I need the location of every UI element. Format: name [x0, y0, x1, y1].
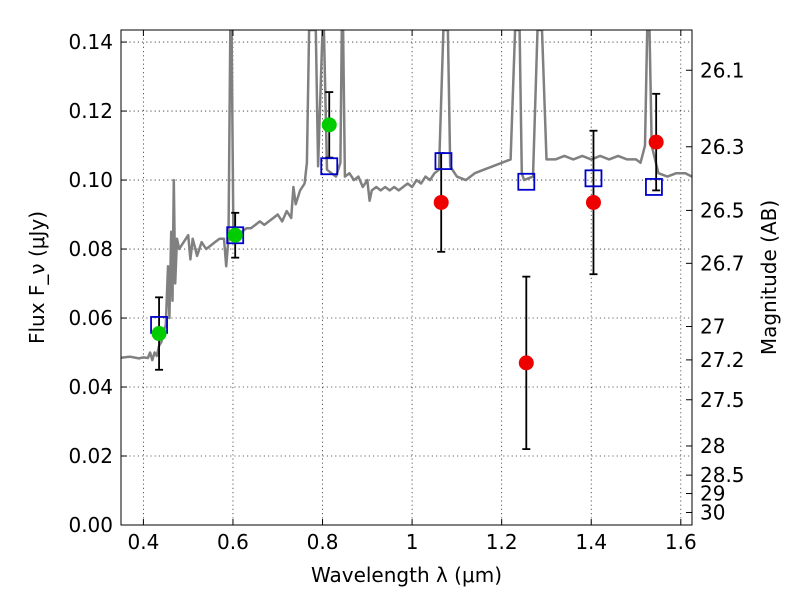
y2-tick-label: 26.1 [700, 58, 745, 82]
model-square-point [320, 157, 339, 176]
data-point [321, 117, 337, 133]
x-axis-label: Wavelength λ (μm) [311, 563, 502, 587]
model-square-point [645, 178, 663, 196]
y2-tick-label: 27.5 [700, 388, 745, 412]
data-point [433, 194, 449, 210]
x-tick-label: 0.6 [217, 530, 249, 554]
x-tick-label: 1 [406, 530, 419, 554]
y2-axis-label: Magnitude (AB) [757, 200, 781, 355]
axis-ticks: 0.4 0.6 0.8 1 1.2 1.4 1.6 0.00 0.02 0.04 0.06 0.08 0… [68, 30, 745, 554]
y2-tick-label: 30 [700, 500, 725, 524]
x-tick-label: 1.6 [665, 530, 697, 554]
y-tick-label: 0.10 [68, 168, 113, 192]
plot-clip-group [121, 30, 692, 362]
y-tick-label: 0.14 [68, 30, 113, 54]
grid-lines [121, 30, 692, 526]
y2-tick-label: 27 [700, 315, 725, 339]
y2-tick-label: 26.5 [700, 198, 745, 222]
plot-area [121, 30, 692, 451]
data-point [151, 326, 167, 342]
y-tick-label: 0.00 [68, 513, 113, 537]
y2-tick-label: 28.5 [700, 463, 745, 487]
model-square-point [226, 226, 245, 245]
data-point [227, 227, 243, 243]
y2-tick-label: 27.2 [700, 348, 745, 372]
y2-tick-label: 28 [700, 434, 725, 458]
y-tick-label: 0.02 [68, 444, 113, 468]
model-square-point [584, 169, 603, 188]
x-tick-label: 1.4 [575, 530, 607, 554]
data-point [585, 194, 601, 210]
y-tick-label: 0.12 [68, 99, 113, 123]
y-tick-label: 0.04 [68, 375, 113, 399]
data-point [518, 355, 534, 371]
y-tick-label: 0.06 [68, 306, 113, 330]
spectrum-line [121, 30, 692, 362]
y2-tick-label: 29 [700, 482, 725, 506]
data-point [648, 134, 664, 150]
y-tick-label: 0.08 [68, 237, 113, 261]
x-tick-label: 1.2 [486, 530, 518, 554]
y2-tick-label: 26.3 [700, 135, 745, 159]
y2-tick-label: 26.7 [700, 251, 745, 275]
y-axis-label: Flux F_ν (μJy) [25, 211, 49, 344]
x-tick-label: 0.8 [307, 530, 339, 554]
plot-frame [120, 29, 693, 526]
model-square-point [434, 152, 453, 170]
x-tick-label: 0.4 [127, 530, 159, 554]
model-square-point [517, 172, 536, 191]
